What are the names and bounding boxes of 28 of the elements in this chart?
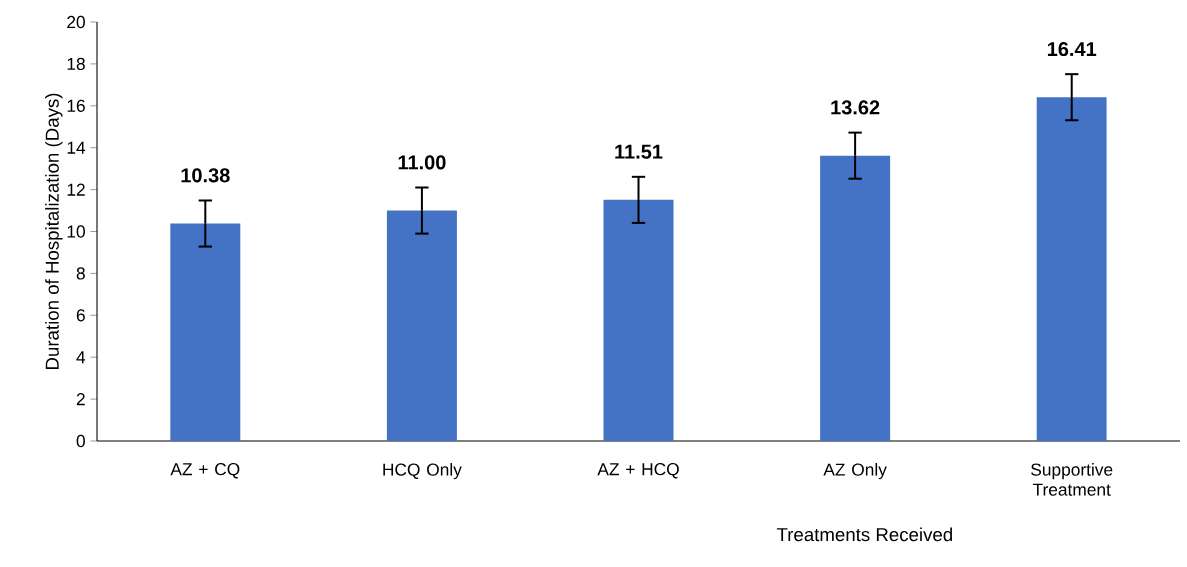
x-tick-label: AZ Only — [823, 463, 887, 480]
y-tick-label: 16 — [67, 99, 85, 112]
bar — [603, 199, 674, 441]
y-tick-label: 18 — [67, 57, 85, 71]
x-tick-label: Supportive Treatment — [1031, 463, 1113, 496]
x-tick-label: AZ + HCQ — [597, 463, 679, 479]
y-tick-label: 20 — [67, 15, 85, 29]
bar — [1036, 97, 1107, 441]
data-label: 10.38 — [181, 168, 230, 183]
bar — [170, 223, 241, 441]
y-tick-label: 14 — [67, 141, 86, 154]
data-label: 11.00 — [398, 155, 446, 170]
x-axis-title: Treatments Received — [776, 527, 952, 542]
y-tick-label: 0 — [76, 434, 85, 448]
data-label: 16.41 — [1047, 41, 1097, 57]
y-tick-label: 10 — [67, 225, 85, 238]
data-label: 13.62 — [831, 100, 880, 115]
x-tick-label: AZ + CQ — [170, 463, 240, 479]
data-label: 11.51 — [615, 144, 663, 159]
y-tick-label: 8 — [76, 267, 85, 280]
y-tick-label: 12 — [67, 183, 85, 196]
y-tick-label: 2 — [76, 393, 85, 406]
y-axis-title: Duration of Hospitalization (Days) — [45, 93, 63, 369]
bar — [820, 155, 891, 441]
x-tick-label: HCQ Only — [383, 463, 462, 480]
y-tick-label: 4 — [76, 351, 86, 364]
bar — [386, 210, 457, 441]
y-tick-label: 6 — [76, 309, 85, 322]
